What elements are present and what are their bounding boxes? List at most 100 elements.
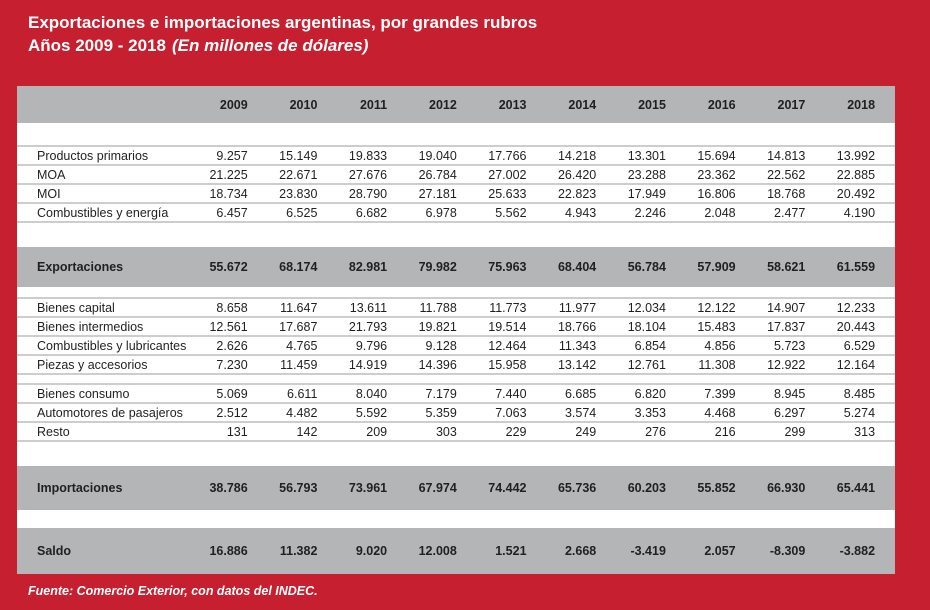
value-cell: 17.949 xyxy=(627,186,666,201)
row-label: Productos primarios xyxy=(37,148,149,163)
value-cell: 22.671 xyxy=(279,167,318,182)
row-label: Importaciones xyxy=(37,481,123,495)
value-cell: 2.246 xyxy=(634,205,666,220)
value-cell: 15.149 xyxy=(279,148,318,163)
value-cell: 15.958 xyxy=(488,357,527,372)
value-cell: 7.063 xyxy=(495,405,527,420)
value-cell: 55.672 xyxy=(209,260,248,274)
value-cell: 276 xyxy=(645,424,666,439)
table-row: Resto 131 142 209 303 229 249 276 216 299 313 xyxy=(17,421,895,440)
value-cell: 13.301 xyxy=(627,148,666,163)
value-cell: 61.559 xyxy=(836,260,876,274)
value-cell: 6.854 xyxy=(634,338,666,353)
value-cell: 4.482 xyxy=(286,405,318,420)
value-cell: 7.179 xyxy=(425,386,457,401)
value-cell: 9.796 xyxy=(355,338,388,353)
value-cell: 3.574 xyxy=(564,405,597,420)
value-cell: 12.464 xyxy=(488,338,527,353)
row-label: Bienes capital xyxy=(37,300,115,315)
value-cell: 12.922 xyxy=(767,357,806,372)
value-cell: 17.766 xyxy=(488,148,527,163)
value-cell: 26.420 xyxy=(557,167,597,182)
year-col-header: 2011 xyxy=(359,97,388,112)
year-col-header: 2012 xyxy=(429,97,457,112)
table-row: Bienes intermedios 12.561 17.687 21.793 19.8… xyxy=(17,316,895,335)
value-cell: 6.297 xyxy=(774,405,806,420)
value-cell: 15.483 xyxy=(697,319,736,334)
row-label: MOA xyxy=(37,167,66,182)
value-cell: 55.852 xyxy=(697,481,736,495)
value-cell: 15.694 xyxy=(697,148,736,163)
value-cell: 7.399 xyxy=(704,386,736,401)
value-cell: 9.128 xyxy=(425,338,457,353)
table-group: Productos primarios 9.257 15.149 19.833 19.0… xyxy=(17,145,895,223)
value-cell: 23.362 xyxy=(697,167,736,182)
row-label: MOI xyxy=(37,186,61,201)
value-cell: 11.343 xyxy=(558,338,597,353)
value-cell: 6.682 xyxy=(355,205,388,220)
value-cell: 1.521 xyxy=(495,544,527,558)
value-cell: 38.786 xyxy=(209,481,248,495)
value-cell: 8.485 xyxy=(843,386,876,401)
value-cell: 58.621 xyxy=(767,260,806,274)
year-col-header: 2014 xyxy=(568,97,597,112)
value-cell: 57.909 xyxy=(697,260,736,274)
value-cell: 28.790 xyxy=(348,186,388,201)
value-cell: 5.723 xyxy=(774,338,806,353)
value-cell: 8.945 xyxy=(774,386,806,401)
value-cell: 82.981 xyxy=(348,260,388,274)
value-cell: 14.907 xyxy=(767,300,806,315)
value-cell: 303 xyxy=(435,424,457,439)
value-cell: 12.561 xyxy=(209,319,248,334)
value-cell: 67.974 xyxy=(418,481,457,495)
value-cell: 8.658 xyxy=(216,300,248,315)
row-label: Combustibles y lubricantes xyxy=(37,338,187,353)
value-cell: 74.442 xyxy=(488,481,527,495)
value-cell: 68.404 xyxy=(557,260,597,274)
row-label: Piezas y accesorios xyxy=(37,357,148,372)
value-cell: 2.057 xyxy=(704,544,736,558)
title-block: Exportaciones e importaciones argentinas… xyxy=(28,11,537,57)
value-cell: 56.784 xyxy=(627,260,666,274)
value-cell: 11.459 xyxy=(280,357,318,372)
table-row: Combustibles y energía 6.457 6.525 6.682 6.9… xyxy=(17,202,895,221)
value-cell: 65.441 xyxy=(836,481,876,495)
total-row-importaciones: Importaciones 38.786 56.793 73.961 67.974 74.… xyxy=(17,466,895,510)
value-cell: 2.626 xyxy=(216,338,248,353)
value-cell: 5.274 xyxy=(843,405,876,420)
value-cell: 299 xyxy=(784,424,806,439)
value-cell: 17.837 xyxy=(767,319,806,334)
value-cell: 11.647 xyxy=(280,300,318,315)
value-cell: 3.353 xyxy=(634,405,666,420)
value-cell: 4.468 xyxy=(704,405,736,420)
value-cell: 2.668 xyxy=(564,544,597,558)
value-cell: 22.823 xyxy=(557,186,597,201)
value-cell: 12.122 xyxy=(697,300,736,315)
value-cell: 9.257 xyxy=(216,148,248,163)
value-cell: 11.308 xyxy=(698,357,736,372)
value-cell: 11.382 xyxy=(279,544,318,558)
subtitle-years: Años 2009 - 2018 xyxy=(28,36,166,55)
value-cell: 6.978 xyxy=(425,205,457,220)
year-header-row: 2009 2010 2011 2012 2013 2014 2015 2016 2017 2018 xyxy=(17,86,895,123)
year-col-header: 2015 xyxy=(638,97,666,112)
value-cell: 142 xyxy=(296,424,318,439)
value-cell: 12.008 xyxy=(418,544,457,558)
year-col-header: 2017 xyxy=(777,97,806,112)
year-col-header: 2018 xyxy=(847,97,876,112)
value-cell: 5.562 xyxy=(495,205,527,220)
value-cell: 25.633 xyxy=(488,186,527,201)
value-cell: 9.020 xyxy=(355,544,388,558)
value-cell: 249 xyxy=(575,424,597,439)
value-cell: 2.512 xyxy=(216,405,248,420)
total-row-saldo: Saldo 16.886 11.382 9.020 12.008 1.521 2.668 -3… xyxy=(17,528,895,574)
table-row: Combustibles y lubricantes 2.626 4.765 9.79… xyxy=(17,335,895,354)
value-cell: 60.203 xyxy=(627,481,666,495)
year-col-header: 2009 xyxy=(219,97,248,112)
value-cell: 14.218 xyxy=(557,148,597,163)
row-label: Bienes intermedios xyxy=(37,319,144,334)
value-cell: 20.492 xyxy=(836,186,876,201)
value-cell: 21.793 xyxy=(348,319,388,334)
value-cell: 8.040 xyxy=(355,386,388,401)
